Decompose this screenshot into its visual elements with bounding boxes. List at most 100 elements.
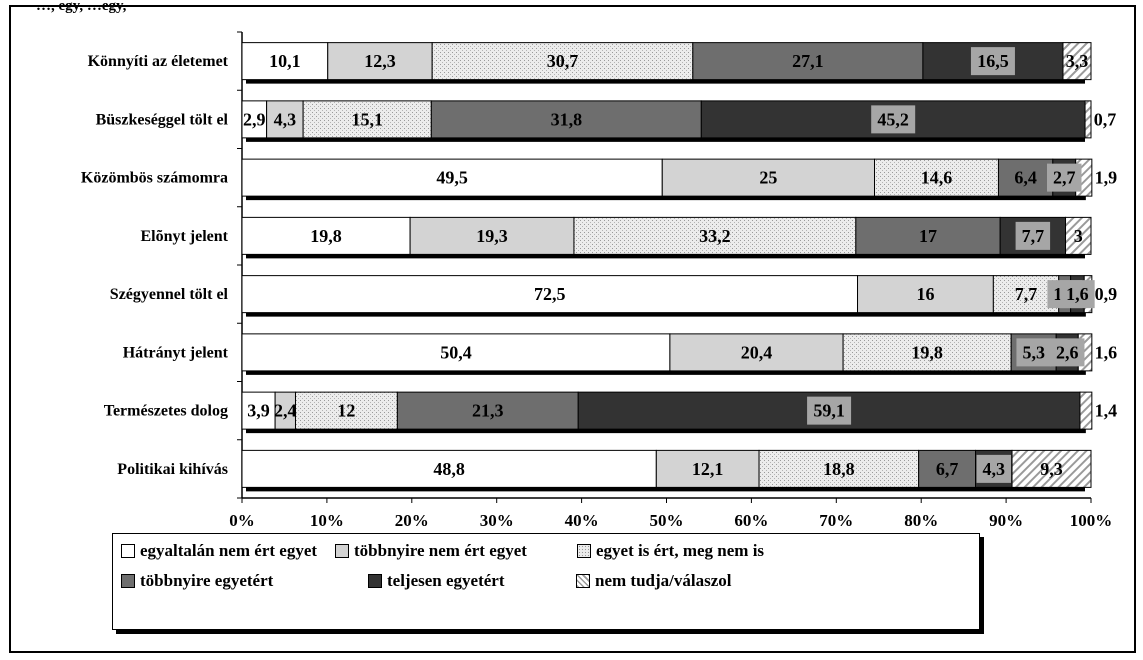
bar-segment (266, 100, 304, 139)
data-label: 3,9 (247, 401, 270, 421)
x-tick-label: 60% (734, 511, 768, 530)
category-label: Politikai kihívás (117, 461, 228, 478)
data-label: 2,9 (243, 109, 266, 129)
legend-item: teljesen egyetért (368, 569, 505, 593)
data-label-box (970, 47, 1015, 76)
bar-segment (294, 391, 398, 430)
data-label: 16 (916, 284, 934, 304)
data-label: 31,8 (551, 109, 583, 129)
chart-header-fragment: …, egy, …egy, (36, 0, 127, 14)
bar-segment (241, 449, 657, 488)
bar-shadow (246, 370, 1086, 375)
data-label-box (871, 105, 916, 134)
bar-segment (661, 158, 876, 197)
bar-segment (997, 158, 1054, 197)
data-label: 0,7 (1094, 109, 1117, 129)
data-label: 14,6 (921, 168, 953, 188)
bar-shadow (246, 79, 1085, 84)
data-label: 49,5 (436, 168, 468, 188)
data-label: 18,8 (823, 459, 855, 479)
data-label: 45,2 (877, 109, 909, 129)
bar-segment (692, 42, 924, 81)
legend-item: egyaltalán nem ért egyet (121, 539, 317, 563)
data-label-box (1047, 163, 1082, 192)
data-label: 12,1 (692, 459, 724, 479)
data-label: 27,1 (792, 51, 824, 71)
data-label: 1,9 (1095, 168, 1118, 188)
bar-shadow (246, 312, 1086, 317)
bar-segment (396, 391, 579, 430)
legend-label: többnyire egyetért (140, 571, 274, 590)
x-tick-label: 90% (989, 511, 1023, 530)
data-label: 48,8 (433, 459, 465, 479)
x-tick-label: 10% (310, 511, 344, 530)
bar-shadow (246, 196, 1086, 201)
legend-label: többnyire nem ért egyet (354, 541, 527, 560)
data-label: 25 (759, 168, 777, 188)
data-label: 12 (337, 401, 355, 421)
data-label: 72,5 (534, 284, 566, 304)
data-label: 50,4 (440, 342, 472, 362)
data-label-box (1049, 338, 1085, 367)
data-label: 5,3 (1022, 342, 1045, 362)
data-label: 3 (1074, 226, 1083, 246)
category-label: Természetes dolog (104, 403, 228, 420)
category-label: Hátrányt jelent (123, 344, 229, 361)
bar-shadow (246, 137, 1085, 142)
x-tick-label: 30% (480, 511, 514, 530)
category-label: Büszkeséggel tölt el (96, 111, 229, 128)
data-label: 1,6 (1066, 284, 1089, 304)
category-label: Könnyíti az életemet (88, 53, 229, 70)
data-label-box (1060, 280, 1095, 309)
data-label: 0,9 (1095, 284, 1118, 304)
data-label-box (976, 454, 1012, 483)
bar-shadow (246, 487, 1085, 492)
data-label: 1,4 (1095, 401, 1118, 421)
legend-item: többnyire nem ért egyet (335, 539, 527, 563)
bar-segment (758, 449, 920, 488)
x-tick-label: 50% (650, 511, 684, 530)
data-label: 30,7 (547, 51, 579, 71)
data-label-box (1016, 338, 1051, 367)
data-label: 15,1 (351, 109, 383, 129)
category-label: Elõnyt jelent (140, 228, 228, 245)
bar-segment (430, 100, 702, 139)
legend-item: egyet is ért, meg nem is (577, 539, 764, 563)
data-label: 19,8 (911, 342, 943, 362)
data-label: 16,5 (977, 51, 1009, 71)
data-label-box (1015, 221, 1051, 250)
bar-segment (1084, 100, 1092, 139)
data-label: 4,3 (983, 459, 1006, 479)
legend-swatch (335, 544, 349, 558)
data-label: 19,8 (310, 226, 342, 246)
legend-label: egyet is ért, meg nem is (596, 541, 765, 560)
data-label: 21,3 (472, 401, 504, 421)
data-label: 12,3 (364, 51, 396, 71)
legend-label: egyaltalán nem ért egyet (140, 541, 318, 560)
data-label: 9,3 (1040, 459, 1063, 479)
data-label: 6,7 (936, 459, 959, 479)
data-label: 2,6 (1056, 342, 1079, 362)
data-label: 19,3 (476, 226, 508, 246)
data-label-box (807, 396, 852, 425)
bar-segment (327, 42, 433, 81)
bar-segment (1079, 391, 1093, 430)
x-tick-label: 20% (395, 511, 429, 530)
legend-label: nem tudja/válaszol (595, 571, 732, 590)
x-tick-label: 40% (565, 511, 599, 530)
legend-swatch (368, 574, 382, 588)
bar-segment (1011, 449, 1092, 488)
legend-item: többnyire egyetért (121, 569, 273, 593)
category-label: Közömbös számomra (81, 170, 228, 187)
legend-item: nem tudja/válaszol (576, 569, 731, 593)
data-label: 59,1 (813, 401, 845, 421)
x-tick-label: 100% (1070, 511, 1113, 530)
bar-segment (1062, 42, 1092, 81)
bar-segment (842, 333, 1012, 372)
legend-swatch (121, 544, 135, 558)
x-tick-label: 0% (229, 511, 255, 530)
legend-swatch (576, 574, 590, 588)
data-label: 3,3 (1066, 51, 1089, 71)
bar-segment (241, 275, 859, 314)
